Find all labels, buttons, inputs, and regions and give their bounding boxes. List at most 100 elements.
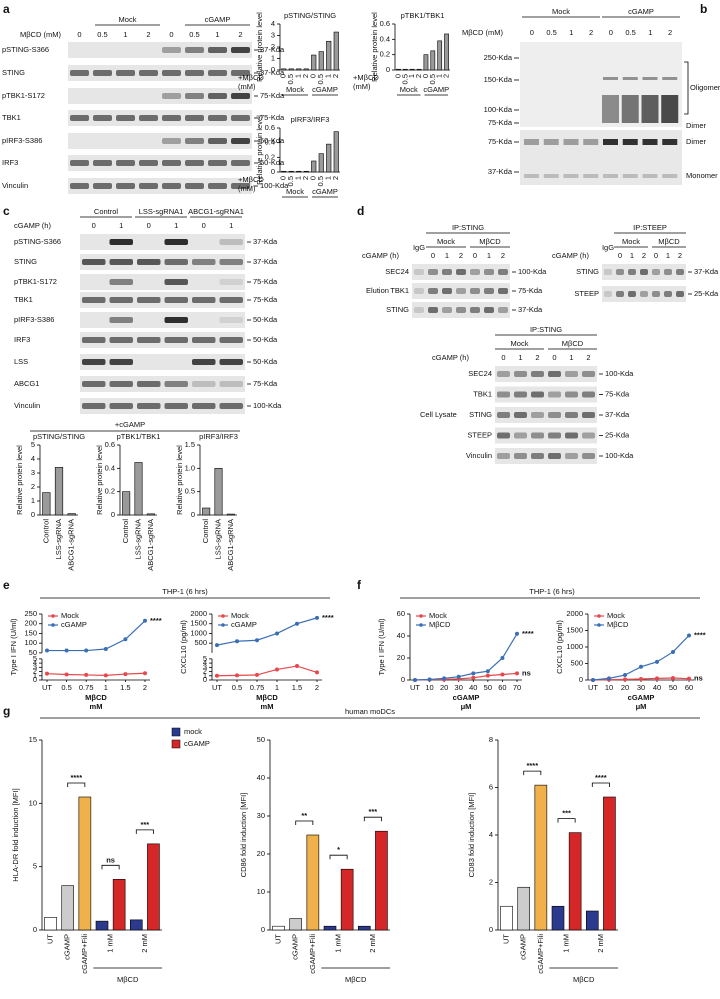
x-tick-label: 1 [435,74,444,78]
lane-label: 2 [589,28,593,37]
point [671,649,675,654]
time-label: cGAMP (h) [432,353,469,362]
blot-label: Vinculin [2,181,28,190]
mw-label: 37-Kda [253,257,278,266]
mw-label: 75-Kda [518,286,543,295]
sig-bracket [329,854,348,860]
band [498,269,508,275]
band [548,453,561,459]
band [565,432,578,439]
side-label: Cell Lysate [420,410,457,419]
x-axis-label: MβCD [85,693,107,702]
mw-label: 50-Kda [253,357,278,366]
x-tick-label: 1 mM [106,934,115,953]
x-tick-label: 1.5 [292,683,302,692]
x-tick-label: 70 [513,683,521,692]
lane-label: 0 [92,221,96,230]
significance: **** [322,613,334,622]
point [215,643,219,648]
band [470,269,480,275]
x-tick-label: 1 [407,74,416,78]
bar [323,925,337,931]
blot [80,398,245,414]
blot-label: STEEP [467,430,492,439]
y-tick-label: 4 [31,454,35,463]
band [162,93,181,99]
y-tick-label: 3 [271,30,275,39]
x-tick-label: 40 [469,683,477,692]
x-tick-label: 0.5 [61,683,71,692]
blot-label: TBK1 [473,389,492,398]
x-tick-label: cGAMP [519,934,528,960]
band [219,239,243,245]
band [470,288,480,294]
point [275,667,279,672]
mw-label: 75-Kda [253,379,278,388]
band [231,138,250,144]
y-tick-label: 40 [397,631,405,640]
point [255,638,259,643]
y-tick-label: 4 [271,19,275,28]
point [64,648,69,653]
band [109,337,133,343]
band [514,391,527,398]
y-tick-label: 0 [386,65,390,74]
band [514,432,527,439]
blot [80,274,245,290]
x-tick-label: cGAMP+Fili [80,934,89,974]
bar [67,513,76,516]
x-tick-label: Control [121,519,130,544]
bar [146,513,155,516]
y-tick-label: 250 [24,609,37,618]
y-tick-label: 2000 [566,609,583,618]
y-axis-label: Relative protein level [255,12,264,82]
band [137,337,161,343]
x-tick-label: 50 [669,683,677,692]
x-tick-label: 1 mM [334,934,343,953]
band [642,139,658,145]
band [231,183,250,189]
band [70,115,89,121]
ip-label: IP:STING [530,325,562,334]
blot [80,234,245,250]
band [652,269,660,275]
band [524,139,539,145]
band [82,359,106,365]
band [548,371,561,377]
band [548,432,561,439]
x-tick-label: 0.5 [400,74,409,84]
lane-label: 2 [535,353,539,362]
significance: **** [150,616,162,625]
sig-bracket [135,829,154,834]
band [582,432,595,439]
mw-label: 75-Kda [253,295,278,304]
y-tick-label: 0 [489,925,493,934]
significance: ns [694,674,703,683]
band [414,269,424,275]
bar [311,54,317,71]
blot-label: STEEP [574,289,599,298]
lane-label: 0.5 [97,30,107,39]
y-tick-label: 0.5 [185,487,195,496]
panel-letter: a [3,2,10,16]
blot [80,254,245,270]
y-tick-label: 0 [261,925,265,934]
band [642,77,658,80]
x-axis-label: (mM) [238,82,256,91]
lane-label: 1 [648,28,652,37]
band [82,403,106,409]
band [622,139,638,145]
y-tick-label: 40 [257,773,265,782]
blot [80,376,245,392]
band [192,381,216,387]
blot [412,302,510,318]
band [628,291,636,297]
band [497,371,510,377]
band [514,412,527,418]
mw-label: 100-Kda [518,267,547,276]
mw-label: 100-Kda [260,181,289,190]
band [497,432,510,439]
x-tick-label: 30 [455,683,463,692]
legend-marker [221,623,225,627]
group-label: MβCD [573,975,595,984]
